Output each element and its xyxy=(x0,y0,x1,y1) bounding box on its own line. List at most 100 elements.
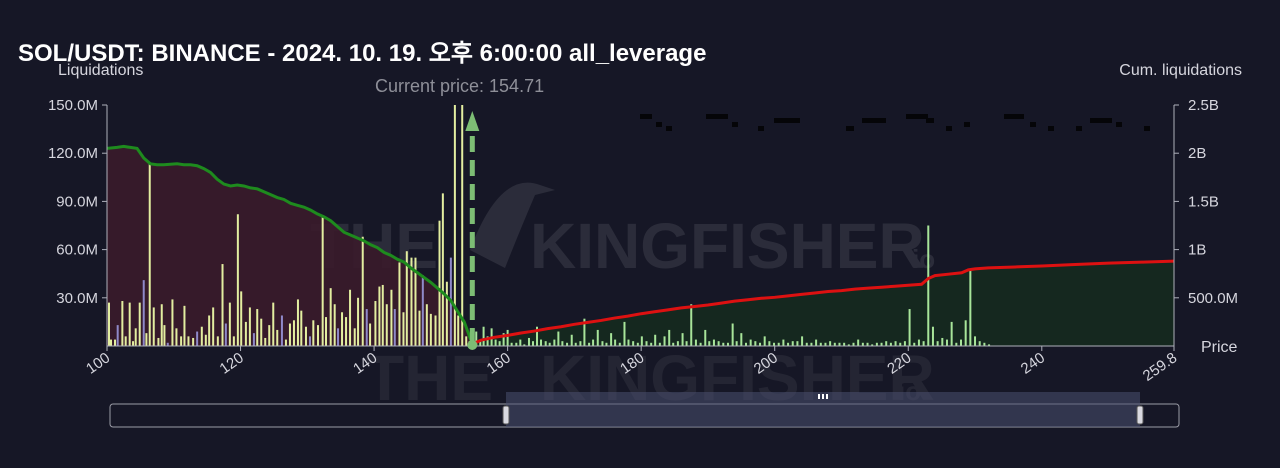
legend-dashes xyxy=(640,114,1150,131)
short-liquidation-bar xyxy=(824,342,827,346)
long-liquidation-bar xyxy=(381,284,384,346)
short-liquidation-bar xyxy=(857,339,860,346)
range-slider[interactable] xyxy=(109,392,1180,428)
short-liquidation-bar xyxy=(740,333,743,346)
short-liquidation-bars xyxy=(475,225,991,346)
short-liquidation-bar xyxy=(592,339,595,346)
long-liquidation-bar xyxy=(292,320,295,346)
legend-dash xyxy=(666,126,672,131)
short-liquidation-bar xyxy=(908,309,911,346)
short-liquidation-bar xyxy=(519,339,522,346)
short-liquidation-bar xyxy=(566,342,569,346)
short-liquidation-bar xyxy=(950,321,953,346)
legend-dash xyxy=(1048,126,1054,131)
short-liquidation-bar xyxy=(871,344,874,346)
range-grip-icon[interactable] xyxy=(826,394,828,399)
short-liquidation-bar xyxy=(618,342,621,346)
long-liquidation-bars xyxy=(108,105,471,346)
range-grip-icon[interactable] xyxy=(818,394,820,399)
long-liquidation-bar xyxy=(124,336,127,346)
short-liquidation-bar xyxy=(917,339,920,346)
long-liquidation-bar xyxy=(183,305,186,346)
long-liquidation-bar xyxy=(272,302,275,346)
short-liquidation-bar xyxy=(768,341,771,346)
long-liquidation-bar xyxy=(308,336,311,346)
short-liquidation-bar xyxy=(561,341,564,346)
y-tick-label: 90.0M xyxy=(56,193,98,210)
cumulative-lines xyxy=(106,144,1175,346)
current-price-marker xyxy=(465,111,480,350)
legend-dash xyxy=(926,118,934,123)
long-liquidation-bar xyxy=(116,325,119,346)
short-liquidation-bar xyxy=(978,341,981,346)
short-liquidation-bar xyxy=(969,270,972,346)
y2-tick-label: 1.5B xyxy=(1188,193,1219,210)
short-liquidation-bar xyxy=(722,342,725,346)
long-liquidation-bar xyxy=(365,309,368,346)
legend-dash xyxy=(758,126,764,131)
chart-title: SOL/USDT: BINANCE - 2024. 10. 19. 오후 6:0… xyxy=(18,40,707,67)
short-liquidation-bar xyxy=(544,341,547,346)
short-liquidation-bar xyxy=(704,329,707,346)
short-liquidation-bar xyxy=(527,337,530,346)
long-liquidation-bar xyxy=(171,299,174,346)
short-liquidation-bar xyxy=(983,342,986,346)
legend-dash xyxy=(1090,118,1112,123)
short-liquidation-bar xyxy=(650,342,653,346)
short-liquidation-bar xyxy=(922,341,925,346)
short-liquidation-bar xyxy=(636,342,639,346)
range-grip-icon[interactable] xyxy=(822,394,824,399)
short-liquidation-bar xyxy=(810,342,813,346)
short-liquidation-bar xyxy=(889,342,892,346)
long-liquidation-bar xyxy=(187,336,190,346)
short-liquidation-bar xyxy=(787,342,790,346)
short-liquidation-bar xyxy=(936,341,939,346)
long-liquidation-bar xyxy=(252,333,255,346)
short-liquidation-bar xyxy=(782,339,785,346)
long-liquidation-bar xyxy=(465,336,468,346)
short-liquidation-bar xyxy=(699,342,702,346)
short-liquidation-bar xyxy=(663,336,666,346)
range-handle-right[interactable] xyxy=(1136,405,1144,425)
short-liquidation-bar xyxy=(610,333,613,346)
long-liquidation-bar xyxy=(132,341,135,346)
long-liquidation-bar xyxy=(333,304,336,346)
short-liquidation-bar xyxy=(672,342,675,346)
long-liquidation-bar xyxy=(329,288,332,346)
long-liquidation-bar xyxy=(192,337,195,346)
legend-dash xyxy=(846,126,854,131)
short-liquidation-bar xyxy=(941,337,944,346)
short-liquidation-bar xyxy=(708,341,711,346)
short-liquidation-bar xyxy=(791,341,794,346)
short-liquidation-bar xyxy=(805,342,808,346)
legend-dash xyxy=(656,122,662,127)
range-handle-left[interactable] xyxy=(502,405,510,425)
current-price-label: Current price: 154.71 xyxy=(375,76,545,96)
long-liquidation-bar xyxy=(410,257,413,346)
y-tick-label: 150.0M xyxy=(48,97,98,114)
short-liquidation-bar xyxy=(927,225,930,346)
long-liquidation-bar xyxy=(276,329,279,346)
long-cumulative-line xyxy=(106,144,474,345)
long-liquidation-bar xyxy=(138,302,141,346)
short-liquidation-bar xyxy=(482,326,485,346)
short-liquidation-bar xyxy=(668,329,671,346)
long-liquidation-bar xyxy=(208,315,211,346)
short-liquidation-bar xyxy=(579,341,582,346)
short-liquidation-bar xyxy=(540,339,543,346)
long-liquidation-bar xyxy=(228,302,231,346)
long-liquidation-bar xyxy=(110,339,113,346)
short-liquidation-bar xyxy=(614,339,617,346)
long-liquidation-bar xyxy=(196,331,199,346)
legend-dash xyxy=(862,118,886,123)
long-liquidation-bar xyxy=(353,328,356,346)
short-liquidation-bar xyxy=(506,329,509,346)
legend-dash xyxy=(906,114,928,119)
long-liquidation-bar xyxy=(256,309,259,346)
short-liquidation-bar xyxy=(847,344,850,346)
legend-dash xyxy=(1116,122,1122,127)
long-liquidation-bar xyxy=(232,336,235,346)
long-liquidation-bar xyxy=(160,304,163,346)
long-liquidation-bar xyxy=(405,251,408,346)
short-liquidation-bar xyxy=(759,342,762,346)
